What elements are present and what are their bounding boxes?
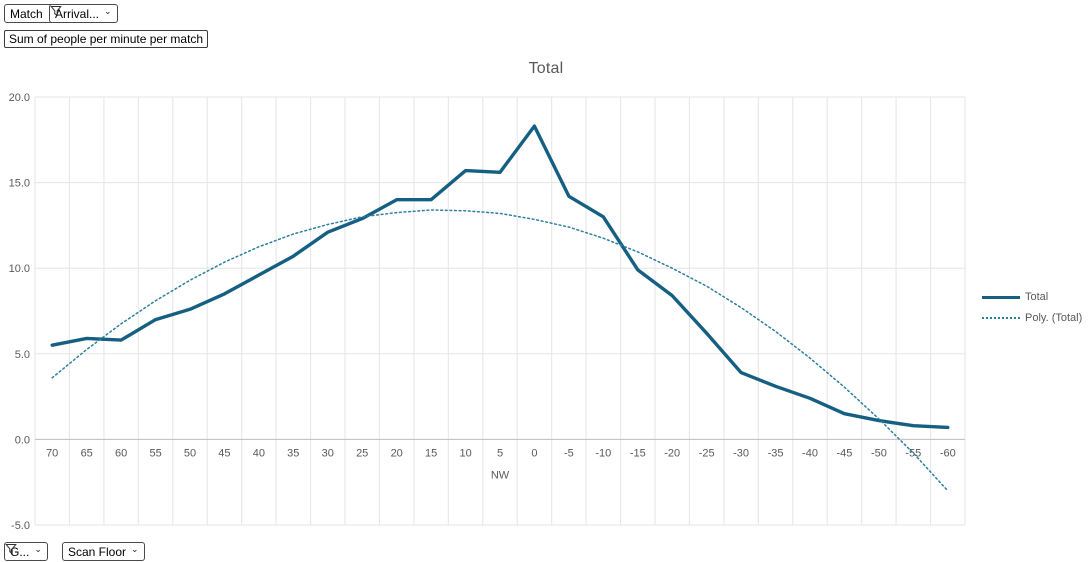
arrival-dropdown-label: Arrival... <box>55 6 100 21</box>
x-tick-label: 0 <box>531 447 537 459</box>
x-axis-title: NW <box>491 469 510 481</box>
x-tick-labels: 70 65 60 55 50 45 40 35 30 25 20 15 10 5 0 -5 -10 -15 -20-… <box>46 447 956 459</box>
x-tick-label: -40 <box>802 447 818 459</box>
total-series-line[interactable] <box>50 124 950 430</box>
y-tick-label: 10.0 <box>9 263 30 275</box>
chart-title: Total <box>528 60 564 77</box>
chevron-down-icon: ⌄ <box>131 544 139 554</box>
filter-icon <box>50 6 62 17</box>
x-tick-label: -15 <box>630 447 646 459</box>
x-tick-label: -10 <box>595 447 611 459</box>
filter-icon <box>5 544 17 555</box>
match-dropdown-label: Match <box>10 6 43 21</box>
x-tick-label: -60 <box>940 447 956 459</box>
x-tick-label: 50 <box>184 447 196 459</box>
legend-item-poly[interactable]: Poly. (Total) <box>982 312 1082 324</box>
x-tick-label: 45 <box>218 447 230 459</box>
x-tick-label: -55 <box>905 447 921 459</box>
legend-item-total[interactable]: Total <box>982 291 1082 303</box>
arrival-dropdown[interactable]: Arrival... ⌄ <box>49 4 118 23</box>
y-tick-label: -5.0 <box>11 520 30 532</box>
x-tick-label: -5 <box>564 447 574 459</box>
scan-floor-dropdown-label: Scan Floor <box>68 544 127 559</box>
scan-floor-dropdown[interactable]: Scan Floor ⌄ <box>62 542 145 561</box>
poly-line-swatch <box>982 317 1020 319</box>
x-tick-label: 40 <box>253 447 265 459</box>
chart-legend: Total Poly. (Total) <box>982 291 1082 324</box>
x-tick-label: 35 <box>287 447 299 459</box>
x-tick-label: 15 <box>425 447 437 459</box>
x-tick-label: 20 <box>391 447 403 459</box>
x-tick-label: 25 <box>356 447 368 459</box>
x-tick-label: -20 <box>664 447 680 459</box>
legend-label-poly: Poly. (Total) <box>1025 312 1083 324</box>
total-line-swatch <box>982 295 1020 299</box>
x-tick-label: -25 <box>699 447 715 459</box>
x-tick-label: -30 <box>733 447 749 459</box>
y-tick-label: 0.0 <box>15 434 30 446</box>
x-tick-label: 55 <box>149 447 161 459</box>
x-tick-label: -50 <box>871 447 887 459</box>
y-tick-label: 15.0 <box>9 178 30 190</box>
x-tick-label: 65 <box>81 447 93 459</box>
measure-field-chip[interactable]: Sum of people per minute per match <box>4 30 209 48</box>
chevron-down-icon: ⌄ <box>34 544 42 554</box>
y-gridlines: 20.0 15.0 10.0 5.0 0.0 -5.0 <box>9 92 965 532</box>
x-gridlines <box>34 97 966 525</box>
legend-label-total: Total <box>1025 291 1049 303</box>
x-tick-label: 70 <box>46 447 58 459</box>
group-dropdown-label: G... <box>10 544 30 559</box>
poly-trendline[interactable] <box>51 209 949 492</box>
x-tick-label: 10 <box>459 447 471 459</box>
x-tick-label: -35 <box>768 447 784 459</box>
y-tick-label: 5.0 <box>15 349 30 361</box>
x-tick-label: 5 <box>497 447 503 459</box>
x-tick-label: 60 <box>115 447 127 459</box>
x-tick-label: 30 <box>322 447 334 459</box>
chevron-down-icon: ⌄ <box>104 6 112 16</box>
x-tick-label: -45 <box>836 447 852 459</box>
group-dropdown[interactable]: G... ⌄ <box>4 542 48 561</box>
y-tick-label: 20.0 <box>9 92 30 104</box>
